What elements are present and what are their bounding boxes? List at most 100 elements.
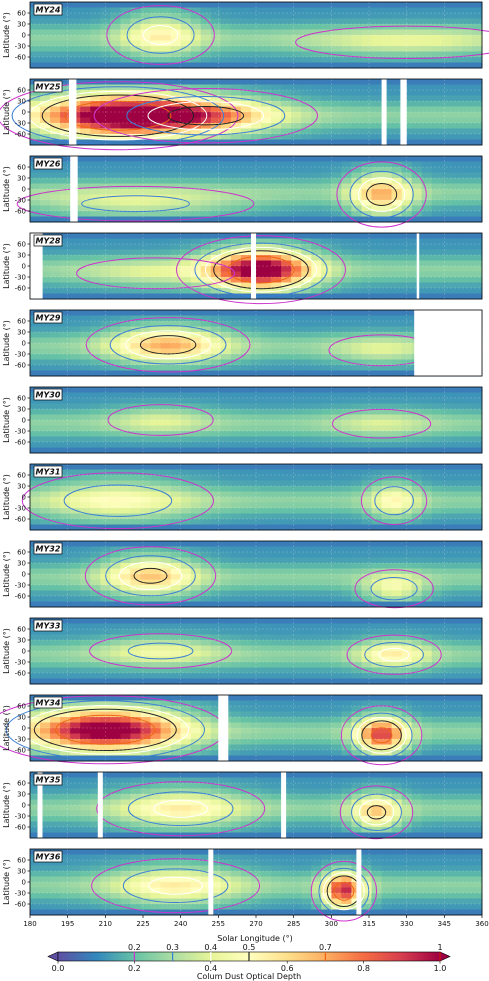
heat-cell	[80, 189, 91, 195]
heat-cell	[180, 194, 192, 201]
heat-cell	[40, 475, 51, 481]
heat-cell	[281, 398, 292, 404]
heat-cell	[130, 568, 141, 575]
heat-cell	[120, 398, 131, 404]
heat-cell	[40, 365, 51, 371]
heat-cell	[80, 282, 91, 289]
heat-cell	[281, 211, 292, 217]
heat-cell	[190, 629, 202, 635]
heat-cell	[391, 475, 403, 481]
heat-cell	[301, 18, 312, 25]
heat-cell	[30, 370, 41, 377]
heat-cell	[200, 183, 212, 190]
heat-cell	[391, 271, 403, 278]
heat-cell	[70, 24, 81, 30]
heat-cell	[40, 200, 51, 206]
heat-cell	[230, 579, 242, 586]
heat-cell	[441, 167, 453, 173]
heat-cell	[220, 436, 232, 443]
heat-cell	[341, 524, 352, 531]
heat-cell	[190, 2, 202, 8]
heat-cell	[271, 35, 282, 41]
heat-cell	[301, 57, 312, 63]
heat-cell	[281, 678, 292, 685]
heat-cell	[160, 508, 172, 514]
heat-cell	[180, 117, 192, 124]
heat-cell	[70, 491, 81, 498]
heat-cell	[230, 354, 242, 360]
heat-cell	[271, 271, 282, 278]
heat-cell	[180, 442, 192, 448]
heat-cell	[80, 277, 91, 283]
heat-cell	[40, 370, 51, 377]
heat-cell	[170, 216, 182, 223]
heat-cell	[471, 178, 483, 184]
heat-cell	[351, 585, 362, 591]
heat-cell	[190, 172, 202, 179]
heat-cell	[50, 651, 61, 657]
heat-cell	[431, 112, 443, 118]
heat-cell	[391, 524, 403, 531]
heat-cell	[190, 634, 202, 641]
heat-cell	[311, 194, 322, 201]
heat-cell	[150, 35, 161, 41]
heat-cell	[391, 387, 403, 393]
heat-cell	[281, 293, 292, 300]
heat-cell	[150, 90, 161, 96]
heat-cell	[110, 18, 121, 25]
heat-cell	[60, 623, 71, 630]
heat-cell	[261, 420, 272, 426]
heat-cell	[30, 667, 41, 674]
heat-cell	[190, 651, 202, 657]
heat-cell	[281, 249, 292, 256]
heat-cell	[250, 156, 262, 162]
heat-cell	[120, 337, 131, 344]
heat-cell	[70, 326, 81, 333]
heat-cell	[281, 189, 292, 195]
heat-cell	[421, 35, 433, 41]
heat-cell	[150, 112, 161, 118]
heat-cell	[170, 618, 182, 624]
heat-cell	[150, 618, 161, 624]
heat-cell	[110, 590, 121, 597]
heat-cell	[261, 656, 272, 663]
heat-cell	[180, 95, 192, 102]
heat-cell	[220, 106, 232, 113]
heat-cell	[240, 315, 252, 322]
heat-cell	[30, 403, 41, 410]
heat-cell	[240, 282, 252, 289]
heat-cell	[220, 574, 232, 580]
heat-cell	[210, 370, 222, 377]
heat-cell	[170, 508, 182, 514]
heat-cell	[291, 656, 302, 663]
heat-cell	[291, 332, 302, 338]
heat-cell	[110, 200, 121, 206]
heat-cell	[461, 35, 473, 41]
heat-cell	[391, 57, 403, 63]
heat-cell	[341, 337, 352, 344]
heat-cell	[60, 409, 71, 415]
heat-cell	[431, 387, 443, 393]
heat-cell	[421, 161, 433, 168]
heat-cell	[70, 277, 81, 283]
heat-cell	[190, 673, 202, 679]
heat-cell	[421, 563, 433, 569]
heat-cell	[110, 35, 121, 41]
heat-cell	[391, 552, 403, 558]
heat-cell	[341, 398, 352, 404]
heat-cell	[411, 387, 423, 393]
heat-cell	[100, 497, 111, 503]
heat-cell	[220, 194, 232, 201]
heat-cell	[471, 486, 483, 492]
heat-cell	[321, 574, 332, 580]
heat-cell	[160, 370, 172, 377]
heat-cell	[190, 282, 202, 289]
heat-cell	[401, 414, 413, 421]
heat-cell	[180, 13, 192, 19]
heat-cell	[180, 486, 192, 492]
heat-cell	[60, 524, 71, 531]
heat-cell	[230, 310, 242, 316]
heat-cell	[271, 139, 282, 146]
heat-cell	[451, 409, 463, 415]
heat-cell	[100, 161, 111, 168]
